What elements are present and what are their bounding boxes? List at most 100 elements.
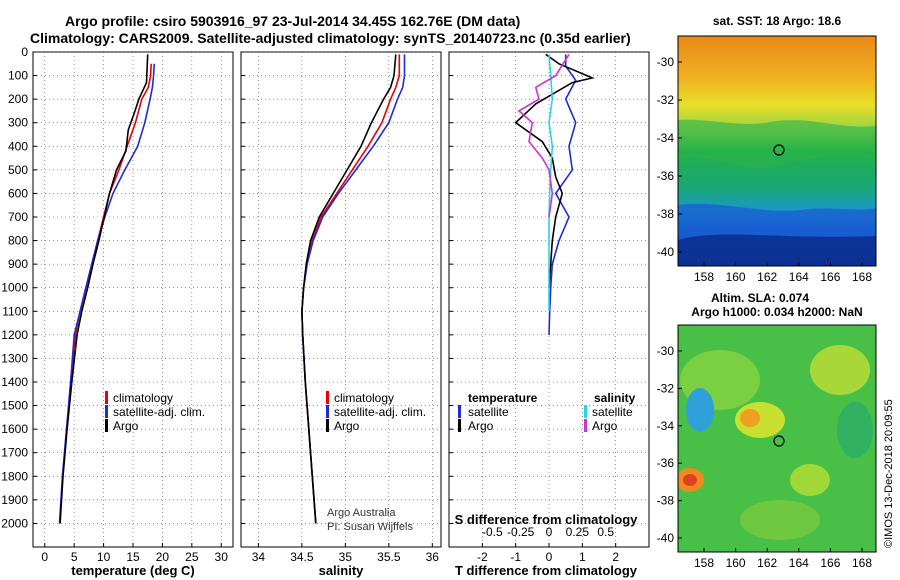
sla-map-axes: -30 -32 -34 -36 -38 -40 158 160 162 164 166 168 — [657, 344, 873, 570]
lon-tick-label: 166 — [820, 556, 840, 570]
x-tick-label: -2 — [477, 550, 488, 564]
x-tick-label: 34 — [252, 550, 266, 564]
lon-tick-label: 158 — [694, 556, 714, 570]
legend-swatch-s-satellite — [584, 405, 587, 418]
grid-layer — [33, 51, 649, 547]
depth-tick-label: 1800 — [1, 469, 28, 483]
depth-tick-label: 200 — [8, 92, 28, 106]
sla-map-title-2: Argo h1000: 0.034 h2000: NaN — [691, 305, 862, 319]
watermark: ©IMOS 13-Dec-2018 20:09:55 — [883, 399, 895, 548]
depth-tick-label: 600 — [8, 186, 28, 200]
depth-tick-label: 400 — [8, 139, 28, 153]
x-tick-label: 36 — [426, 550, 440, 564]
temperature-xlabel: temperature (deg C) — [71, 563, 195, 578]
salinity-panel — [240, 51, 442, 548]
x-tick-label: 5 — [71, 550, 78, 564]
legend-swatch-argo — [326, 419, 329, 432]
sla-map-frame — [677, 324, 877, 553]
lon-tick-label: 160 — [726, 556, 746, 570]
x-tick-label: 2 — [612, 550, 619, 564]
depth-tick-label: 1200 — [1, 328, 28, 342]
argo-position-marker — [773, 435, 785, 447]
sst-map-axes: -30 -32 -34 -36 -38 -40 158 160 162 164 166 168 — [657, 55, 873, 284]
depth-tick-label: 1900 — [1, 493, 28, 507]
title-line-2: Climatology: CARS2009. Satellite-adjuste… — [30, 30, 631, 46]
x-tick-label: 15 — [126, 550, 140, 564]
depth-tick-label: 1300 — [1, 351, 28, 365]
lat-tick-label: -30 — [657, 344, 675, 358]
lat-tick-label: -32 — [657, 93, 675, 107]
lat-tick-label: -36 — [657, 456, 675, 470]
depth-tick-label: 1500 — [1, 399, 28, 413]
x-tick-label: 34.5 — [290, 550, 314, 564]
x-tick-label: 10 — [97, 550, 111, 564]
s-tick-label: 0.25 — [566, 525, 590, 539]
temperature-legend: climatology satellite-adj. clim. Argo — [105, 391, 205, 433]
lat-tick-label: -40 — [657, 531, 675, 545]
s-tick-label: -0.25 — [507, 525, 535, 539]
series-t-argo — [514, 53, 595, 288]
depth-tick-label: 800 — [8, 234, 28, 248]
series-climatology — [66, 63, 152, 430]
x-tick-label: -1 — [510, 550, 521, 564]
depth-tick-label: 0 — [21, 45, 28, 59]
depth-tick-label: 1600 — [1, 422, 28, 436]
legend-swatch-t-satellite — [458, 405, 461, 418]
legend-swatch-climatology — [105, 391, 108, 404]
sst-map-frame — [677, 35, 877, 267]
s-tick-label: 0 — [546, 525, 553, 539]
depth-tick-label: 100 — [8, 69, 28, 83]
annotation-line-2: PI: Susan Wijffels — [327, 521, 413, 533]
legend-label-t-satellite: satellite — [468, 405, 509, 419]
salinity-xlabel: salinity — [319, 563, 365, 578]
legend-label-s-satellite: satellite — [592, 405, 633, 419]
sst-map-title: sat. SST: 18 Argo: 18.6 — [713, 14, 842, 28]
s-tick-label: -0.5 — [482, 525, 503, 539]
lat-tick-label: -40 — [657, 245, 675, 259]
depth-tick-label: 500 — [8, 163, 28, 177]
legend-swatch-satellite — [326, 405, 329, 418]
legend-label-t-argo: Argo — [468, 419, 494, 433]
lat-tick-label: -34 — [657, 419, 675, 433]
legend-label-satellite: satellite-adj. clim. — [334, 405, 426, 419]
s-tick-label: 0.5 — [597, 525, 614, 539]
difference-legend-salinity: salinity satellite Argo — [584, 391, 636, 433]
sla-map-title-1: Altim. SLA: 0.074 — [711, 291, 809, 305]
lat-tick-label: -34 — [657, 131, 675, 145]
depth-tick-label: 900 — [8, 257, 28, 271]
legend-label-argo: Argo — [113, 419, 139, 433]
legend-swatch-t-argo — [458, 419, 461, 432]
series-t-satellite — [548, 54, 577, 335]
depth-tick-label: 1700 — [1, 446, 28, 460]
lon-tick-label: 164 — [789, 556, 809, 570]
legend-header-temperature: temperature — [468, 391, 538, 405]
legend-label-climatology: climatology — [334, 391, 394, 405]
depth-tick-label: 1000 — [1, 281, 28, 295]
legend-header-salinity: salinity — [594, 391, 636, 405]
x-tick-label: 0 — [546, 550, 553, 564]
sla-map — [678, 325, 876, 552]
lon-tick-label: 162 — [757, 270, 777, 284]
legend-swatch-satellite — [105, 405, 108, 418]
lon-tick-label: 166 — [820, 270, 840, 284]
legend-label-climatology: climatology — [113, 391, 173, 405]
series-argo — [59, 54, 149, 524]
depth-tick-label: 1100 — [2, 304, 28, 318]
depth-tick-label: 2000 — [1, 516, 28, 530]
legend-label-satellite: satellite-adj. clim. — [113, 405, 205, 419]
x-tick-label: 25 — [185, 550, 199, 564]
legend-swatch-climatology — [326, 391, 329, 404]
x-tick-label: 0 — [41, 550, 48, 564]
x-tick-label: 35.5 — [377, 550, 401, 564]
lon-tick-label: 168 — [852, 556, 872, 570]
x-axes: 0 5 10 15 20 25 30 34 34.5 35 35.5 36 -2 -1 0 1 2 -0.5 -0.… — [41, 525, 619, 564]
argo-position-marker — [773, 144, 785, 156]
depth-tick-label: 700 — [8, 210, 28, 224]
x-tick-label: 1 — [579, 550, 586, 564]
lon-tick-label: 160 — [726, 270, 746, 284]
x-tick-label: 30 — [215, 550, 229, 564]
annotation-line-1: Argo Australia — [327, 507, 396, 519]
series-argo — [301, 54, 397, 524]
lon-tick-label: 164 — [789, 270, 809, 284]
